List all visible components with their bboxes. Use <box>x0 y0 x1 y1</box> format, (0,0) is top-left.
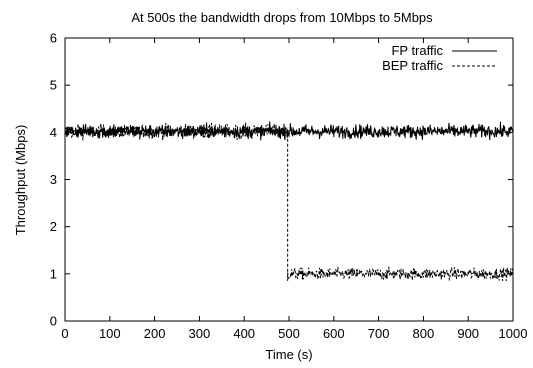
plot-frame <box>64 37 514 322</box>
x-tick-label: 900 <box>457 326 479 341</box>
axis-tick-labels: 0 100 200 300 400 500 600 700 800 900 1000 0 1 2 3 4 5 6 <box>50 31 528 342</box>
y-tick-label: 0 <box>50 314 57 329</box>
legend: FP traffic BEP traffic <box>382 43 497 73</box>
y-axis-label: Throughput (Mbps) <box>13 125 28 236</box>
series-fp <box>64 121 514 141</box>
series-bep <box>64 122 514 282</box>
y-tick-label: 4 <box>50 125 57 140</box>
y-tick-label: 5 <box>50 78 57 93</box>
series-layer <box>64 121 514 282</box>
series-line <box>64 122 514 282</box>
x-tick-label: 600 <box>323 326 345 341</box>
x-axis-label: Time (s) <box>265 347 312 362</box>
chart-title: At 500s the bandwidth drops from 10Mbps … <box>131 10 433 25</box>
x-tick-label: 500 <box>278 326 300 341</box>
legend-label-bep: BEP traffic <box>382 58 443 73</box>
x-tick-label: 800 <box>413 326 435 341</box>
x-tick-label: 700 <box>368 326 390 341</box>
x-tick-label: 100 <box>99 326 121 341</box>
x-tick-label: 1000 <box>499 326 528 341</box>
legend-label-fp: FP traffic <box>391 43 443 58</box>
series-line <box>64 121 514 141</box>
x-tick-label: 200 <box>144 326 166 341</box>
y-tick-label: 2 <box>50 219 57 234</box>
x-tick-label: 300 <box>189 326 211 341</box>
axis-ticks <box>64 37 514 322</box>
y-tick-label: 3 <box>50 172 57 187</box>
y-tick-label: 1 <box>50 266 57 281</box>
x-tick-label: 400 <box>233 326 255 341</box>
y-tick-label: 6 <box>50 31 57 46</box>
x-tick-label: 0 <box>61 326 68 341</box>
